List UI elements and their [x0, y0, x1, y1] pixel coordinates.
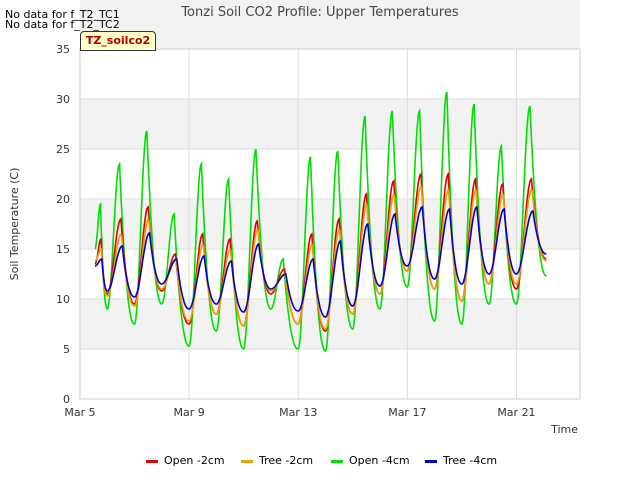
y-tick-label: 10: [56, 293, 70, 306]
legend-label-tree-4cm: Tree -4cm: [443, 454, 498, 467]
legend-swatch-tree-4cm: [425, 459, 437, 463]
legend-item-open-2cm: Open -2cm: [146, 454, 225, 467]
y-axis-label: Soil Temperature (C): [8, 168, 21, 281]
y-tick-label: 5: [63, 343, 70, 356]
series-line-tree-2cm: [94, 184, 547, 330]
site-tag: TZ_soilco2: [80, 31, 156, 51]
x-tick-label: Mar 9: [173, 406, 204, 419]
x-tick-label: Mar 21: [497, 406, 535, 419]
legend-swatch-open-2cm: [146, 459, 158, 463]
legend-item-tree-4cm: Tree -4cm: [425, 454, 497, 467]
no-data-note-1: No data for f_T2_TC1: [5, 8, 120, 21]
series-line-tree-4cm: [95, 205, 547, 318]
plot-band: [80, 0, 580, 49]
y-tick-label: 25: [56, 143, 70, 156]
y-tick-label: 35: [56, 43, 70, 56]
legend-swatch-tree-2cm: [241, 459, 253, 463]
legend-label-open-4cm: Open -4cm: [349, 454, 410, 467]
legend-label-tree-2cm: Tree -2cm: [259, 454, 314, 467]
legend-label-open-2cm: Open -2cm: [164, 454, 225, 467]
y-tick-label: 0: [63, 393, 70, 406]
x-axis-label: Time: [550, 423, 578, 436]
y-tick-label: 15: [56, 243, 70, 256]
chart-legend: Open -2cm Tree -2cm Open -4cm Tree -4cm: [0, 454, 640, 468]
x-tick-label: Mar 5: [64, 406, 95, 419]
chart-title: Tonzi Soil CO2 Profile: Upper Temperatur…: [180, 5, 459, 20]
legend-swatch-open-4cm: [331, 459, 343, 463]
y-tick-label: 20: [56, 193, 70, 206]
plot-band: [80, 99, 580, 149]
series-line-open-4cm: [94, 91, 547, 352]
legend-item-tree-2cm: Tree -2cm: [241, 454, 313, 467]
x-tick-label: Mar 17: [388, 406, 426, 419]
x-tick-label: Mar 13: [279, 406, 317, 419]
legend-item-open-4cm: Open -4cm: [331, 454, 410, 467]
y-tick-label: 30: [56, 93, 70, 106]
no-data-note-2: No data for f_T2_TC2: [5, 18, 120, 31]
plot-frame: [79, 48, 581, 400]
